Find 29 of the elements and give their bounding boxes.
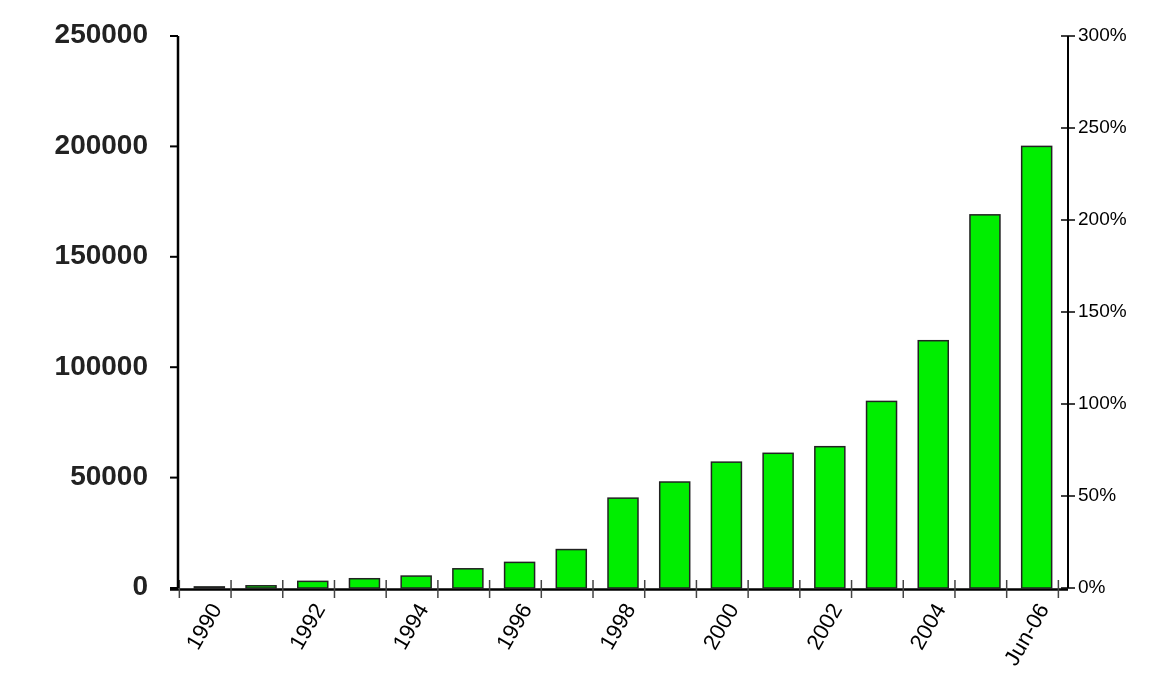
y-tick-label: 100000 (54, 349, 148, 381)
y-tick-label: 200000 (54, 128, 148, 160)
bar (969, 214, 1001, 589)
y2-tick-label: 250% (1078, 116, 1127, 138)
y-tick-label: 150000 (54, 239, 148, 271)
bar (245, 585, 277, 589)
bar (865, 400, 898, 589)
bar (452, 568, 484, 589)
bar (555, 548, 588, 589)
y2-tick-label: 100% (1078, 392, 1127, 414)
y2-tick-label: 200% (1078, 208, 1127, 230)
bar (658, 481, 691, 589)
y2-tick-label: 0% (1078, 576, 1106, 598)
bar (297, 580, 329, 589)
bar (814, 445, 846, 589)
y2-tick-label: 50% (1078, 484, 1117, 506)
bar (710, 461, 743, 589)
bar (762, 452, 794, 589)
bar (503, 561, 536, 589)
y-tick-label: 50000 (70, 459, 148, 491)
bar (400, 575, 432, 589)
bar (917, 339, 949, 589)
bar (607, 497, 639, 589)
bar (1020, 145, 1053, 589)
y-tick-label: 250000 (54, 18, 148, 50)
y2-tick-label: 150% (1078, 300, 1127, 322)
y-tick-label: 0 (132, 570, 148, 602)
y2-tick-label: 300% (1078, 24, 1127, 46)
bar (348, 577, 381, 589)
